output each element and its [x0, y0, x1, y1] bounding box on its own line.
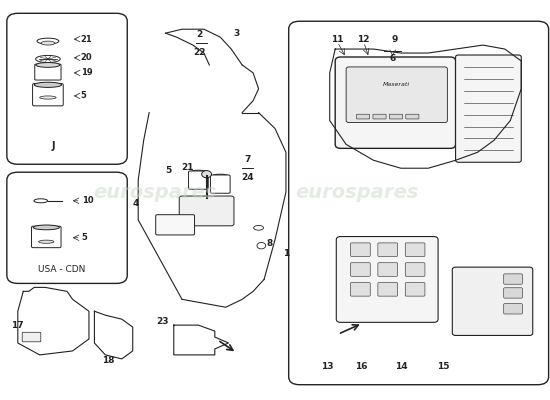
- Circle shape: [257, 242, 266, 249]
- Ellipse shape: [34, 82, 62, 87]
- Ellipse shape: [37, 38, 59, 44]
- Text: 5: 5: [82, 233, 87, 242]
- FancyBboxPatch shape: [373, 114, 386, 119]
- FancyBboxPatch shape: [335, 57, 455, 148]
- Text: 5: 5: [81, 92, 86, 100]
- FancyBboxPatch shape: [211, 175, 230, 193]
- Text: 20: 20: [81, 53, 92, 62]
- FancyBboxPatch shape: [179, 196, 234, 226]
- Ellipse shape: [33, 225, 59, 230]
- FancyBboxPatch shape: [346, 67, 447, 122]
- Ellipse shape: [254, 226, 263, 230]
- Ellipse shape: [34, 199, 48, 203]
- Text: eurospares: eurospares: [295, 182, 419, 202]
- Text: 12: 12: [358, 35, 370, 44]
- Text: 19: 19: [81, 68, 92, 77]
- FancyBboxPatch shape: [455, 55, 521, 162]
- Text: 17: 17: [12, 321, 24, 330]
- Text: 4: 4: [132, 200, 139, 208]
- FancyBboxPatch shape: [504, 288, 522, 298]
- Text: 14: 14: [394, 362, 407, 370]
- Ellipse shape: [190, 170, 207, 174]
- Ellipse shape: [212, 174, 228, 178]
- Text: 11: 11: [331, 35, 344, 44]
- Text: 21: 21: [181, 163, 194, 172]
- Text: 15: 15: [437, 362, 450, 370]
- FancyBboxPatch shape: [356, 114, 370, 119]
- Text: 18: 18: [102, 356, 114, 365]
- FancyBboxPatch shape: [156, 215, 195, 235]
- Text: eurospares: eurospares: [93, 182, 216, 202]
- FancyBboxPatch shape: [452, 267, 533, 336]
- FancyBboxPatch shape: [504, 274, 522, 284]
- Text: 21: 21: [81, 35, 92, 44]
- FancyBboxPatch shape: [504, 304, 522, 314]
- FancyBboxPatch shape: [405, 243, 425, 256]
- Text: Maserati: Maserati: [383, 82, 410, 87]
- Text: 1: 1: [283, 249, 289, 258]
- Text: USA - CDN: USA - CDN: [38, 265, 85, 274]
- Text: 24: 24: [241, 173, 254, 182]
- Ellipse shape: [36, 56, 60, 62]
- Text: 22: 22: [193, 48, 206, 57]
- Text: 16: 16: [355, 362, 368, 370]
- FancyBboxPatch shape: [35, 64, 61, 80]
- Text: 6: 6: [389, 54, 396, 63]
- FancyBboxPatch shape: [32, 84, 63, 106]
- Ellipse shape: [36, 62, 60, 67]
- Text: 7: 7: [244, 155, 251, 164]
- FancyBboxPatch shape: [378, 283, 398, 296]
- FancyBboxPatch shape: [350, 243, 370, 256]
- Text: 3: 3: [234, 29, 240, 38]
- Text: 2: 2: [196, 30, 202, 39]
- Ellipse shape: [40, 96, 56, 99]
- FancyBboxPatch shape: [378, 243, 398, 256]
- FancyBboxPatch shape: [405, 263, 425, 276]
- FancyBboxPatch shape: [378, 263, 398, 276]
- FancyBboxPatch shape: [406, 114, 419, 119]
- FancyBboxPatch shape: [350, 263, 370, 276]
- Ellipse shape: [202, 171, 212, 178]
- FancyBboxPatch shape: [189, 171, 208, 189]
- Ellipse shape: [41, 41, 55, 45]
- Text: 5: 5: [165, 166, 172, 175]
- FancyBboxPatch shape: [405, 283, 425, 296]
- Text: 23: 23: [157, 317, 169, 326]
- Text: J: J: [52, 141, 55, 151]
- Ellipse shape: [39, 240, 54, 243]
- Text: 9: 9: [391, 35, 398, 44]
- Text: 10: 10: [82, 196, 94, 205]
- Text: 8: 8: [266, 239, 273, 248]
- Text: 13: 13: [321, 362, 334, 370]
- FancyBboxPatch shape: [336, 236, 438, 322]
- FancyBboxPatch shape: [31, 226, 61, 248]
- FancyBboxPatch shape: [22, 332, 41, 342]
- FancyBboxPatch shape: [350, 283, 370, 296]
- FancyBboxPatch shape: [389, 114, 403, 119]
